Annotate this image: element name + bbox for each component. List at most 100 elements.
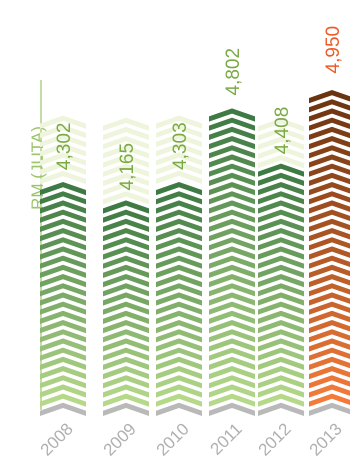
- bar-2010-chevron: [156, 301, 202, 315]
- bar-2009-chevron: [103, 301, 149, 315]
- bar-2011-chevron: [209, 283, 255, 297]
- bar-2012-chevron: [258, 329, 304, 343]
- bar-2009-chevron: [103, 200, 149, 214]
- bar-2013-chevron: [309, 366, 350, 380]
- bar-2012-chevron: [258, 246, 304, 260]
- bar-2009-chevron: [103, 375, 149, 389]
- bar-2012-chevron: [258, 191, 304, 205]
- bar-2011-chevron: [209, 136, 255, 150]
- bar-2010-chevron: [156, 246, 202, 260]
- ghost-chevron: [156, 152, 202, 166]
- baseline-marker: [103, 402, 149, 416]
- x-tick-2008: 2008: [37, 419, 77, 459]
- bar-2010-chevron: [156, 237, 202, 251]
- baseline-marker: [309, 402, 350, 416]
- ghost-chevron: [156, 161, 202, 175]
- ghost-chevron: [103, 191, 149, 205]
- ghost-chevron: [40, 161, 86, 175]
- bar-2011-chevron: [209, 301, 255, 315]
- bar-2008-chevron: [40, 237, 86, 251]
- baseline-marker: [40, 402, 86, 416]
- ghost-chevron: [156, 124, 202, 138]
- ghost-chevron: [40, 115, 86, 129]
- y-axis-label: RM (JUTA): [28, 126, 47, 210]
- bar-2013-chevron: [309, 255, 350, 269]
- ghost-chevron: [156, 143, 202, 157]
- x-tick-2009: 2009: [100, 419, 140, 459]
- bar-2010-chevron: [156, 393, 202, 407]
- bar-2008-chevron: [40, 320, 86, 334]
- bar-2012-chevron: [258, 320, 304, 334]
- bar-2013-chevron: [309, 347, 350, 361]
- ghost-chevron: [258, 118, 304, 132]
- ghost-chevron: [40, 170, 86, 185]
- bar-2009-chevron: [103, 237, 149, 251]
- bar-2011-chevron: [209, 154, 255, 168]
- value-label-2011: 4,802: [223, 48, 244, 96]
- ghost-chevron: [103, 163, 149, 177]
- ghost-chevron: [103, 126, 149, 141]
- bar-2008-chevron: [40, 246, 86, 260]
- bar-2011-chevron: [209, 237, 255, 251]
- baseline-marker: [209, 402, 255, 416]
- bar-2012-chevron: [258, 375, 304, 389]
- bar-2010-chevron: [156, 228, 202, 242]
- bar-2011-chevron: [209, 126, 255, 140]
- bar-2010-chevron: [156, 310, 202, 324]
- ghost-chevron: [258, 136, 304, 150]
- bar-2012-chevron: [258, 274, 304, 288]
- bar-2013-chevron: [309, 136, 350, 150]
- bar-2009-chevron: [103, 347, 149, 361]
- bar-2013-chevron: [309, 310, 350, 324]
- bar-2010-chevron: [156, 292, 202, 306]
- bar-2011-chevron: [209, 246, 255, 260]
- bar-2009-chevron: [103, 329, 149, 343]
- value-label-2010: 4,303: [170, 122, 191, 170]
- bar-2011-chevron: [209, 209, 255, 223]
- bar-2009-chevron: [103, 320, 149, 334]
- ghost-chevron: [40, 134, 86, 148]
- bar-2013-chevron: [309, 172, 350, 186]
- baseline-marker: [258, 402, 304, 416]
- bar-2011-chevron: [209, 145, 255, 159]
- bar-2009-chevron: [103, 255, 149, 269]
- bar-2012-chevron: [258, 393, 304, 407]
- bar-2012-chevron: [258, 200, 304, 214]
- bar-2008-chevron: [40, 375, 86, 389]
- bar-2011-chevron: [209, 356, 255, 370]
- bar-2008-chevron: [40, 264, 86, 278]
- bar-2013-chevron: [309, 264, 350, 278]
- bar-2013-chevron: [309, 237, 350, 251]
- bar-2008-chevron: [40, 356, 86, 370]
- bar-2013-chevron: [309, 375, 350, 389]
- bar-2013-chevron: [309, 301, 350, 315]
- bar-2012-chevron: [258, 356, 304, 370]
- bar-2008-chevron: [40, 200, 86, 214]
- bar-2011-chevron: [209, 375, 255, 389]
- bar-2008-chevron: [40, 182, 86, 196]
- bar-2009-chevron: [103, 228, 149, 242]
- ghost-chevron: [103, 182, 149, 196]
- bar-2013-chevron: [309, 145, 350, 159]
- bar-2008-chevron: [40, 329, 86, 343]
- bar-2012-chevron: [258, 163, 304, 177]
- bar-2008-chevron: [40, 301, 86, 315]
- bar-2010-chevron: [156, 200, 202, 214]
- bar-2011-chevron: [209, 310, 255, 324]
- bar-2013-chevron: [309, 384, 350, 398]
- bar-2013-chevron: [309, 292, 350, 306]
- bar-2013-chevron: [309, 209, 350, 223]
- bar-2010-chevron: [156, 283, 202, 297]
- bar-2008-chevron: [40, 274, 86, 288]
- bar-2011-chevron: [209, 191, 255, 205]
- bar-2012-chevron: [258, 172, 304, 186]
- bar-2008-chevron: [40, 283, 86, 297]
- bar-2012-chevron: [258, 209, 304, 223]
- bar-2013-chevron: [309, 154, 350, 168]
- ghost-chevron: [258, 155, 304, 169]
- x-tick-2012: 2012: [255, 419, 295, 459]
- x-tick-2013: 2013: [306, 419, 346, 459]
- bar-2011-chevron: [209, 384, 255, 398]
- bar-2013-chevron: [309, 246, 350, 260]
- bar-2013-chevron: [309, 393, 350, 407]
